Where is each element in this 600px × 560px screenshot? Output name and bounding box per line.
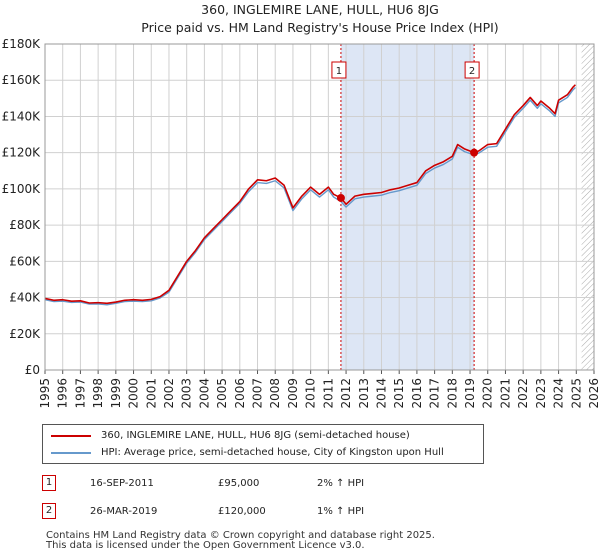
x-tick-label: 2007 (251, 378, 265, 409)
footer: Contains HM Land Registry data © Crown c… (46, 531, 435, 551)
y-tick-label: £40K (9, 291, 41, 305)
sale-label-box (331, 61, 347, 79)
y-tick-label: £100K (2, 182, 42, 196)
x-tick-label: 2026 (587, 378, 600, 409)
x-tick-label: 2022 (516, 378, 530, 409)
x-tick-label: 2024 (552, 378, 566, 409)
transaction-hpi: 2% ↑ HPI (317, 478, 365, 489)
x-tick-label: 2016 (410, 378, 424, 409)
x-tick-label: 1999 (109, 378, 123, 409)
property-price-line (44, 84, 576, 305)
x-tick-label: 2014 (374, 378, 388, 409)
x-tick-label: 2020 (481, 378, 495, 409)
legend-label-property: 360, INGLEMIRE LANE, HULL, HU6 8JG (semi… (101, 430, 410, 441)
sale-label-text: 2 (469, 66, 475, 77)
x-tick-label: 1998 (91, 378, 105, 409)
x-tick-label: 1996 (56, 378, 70, 409)
legend-label-hpi: HPI: Average price, semi-detached house,… (101, 447, 444, 458)
sale-label-box (464, 61, 480, 79)
chart-subtitle: Price paid vs. HM Land Registry's House … (141, 20, 498, 35)
x-tick-label: 2005 (215, 378, 229, 409)
y-tick-label: £160K (2, 73, 42, 87)
x-tick-label: 2006 (233, 378, 247, 409)
x-tick-label: 2023 (534, 378, 548, 409)
y-tick-label: £80K (9, 218, 41, 232)
ownership-shaded-region (340, 44, 475, 370)
x-tick-label: 2021 (498, 378, 512, 409)
y-tick-label: £120K (2, 146, 42, 160)
plot-frame (44, 43, 595, 371)
x-tick-label: 2009 (286, 378, 300, 409)
transaction-price: £95,000 (218, 478, 260, 489)
legend: 360, INGLEMIRE LANE, HULL, HU6 8JG (semi… (42, 424, 484, 464)
y-tick-label: £180K (2, 37, 42, 51)
x-tick-label: 2001 (144, 378, 158, 409)
legend-item-hpi: HPI: Average price, semi-detached house,… (51, 445, 444, 461)
x-tick-label: 2025 (569, 378, 583, 409)
transaction-price: £120,000 (218, 506, 266, 517)
plot-area (45, 44, 594, 370)
transaction-date: 16-SEP-2011 (90, 478, 154, 489)
x-tick-label: 2010 (304, 378, 318, 409)
hpi-line (44, 86, 576, 306)
forecast-hatched-region (581, 44, 594, 370)
x-tick-label: 2012 (339, 378, 353, 409)
x-tick-label: 2008 (268, 378, 282, 409)
x-tick-label: 2004 (197, 378, 211, 409)
x-tick-label: 2017 (428, 378, 442, 409)
footer-line-1: Contains HM Land Registry data © Crown c… (46, 530, 435, 541)
x-tick-label: 2013 (357, 378, 371, 409)
y-tick-label: £60K (9, 254, 41, 268)
x-tick-label: 2015 (392, 378, 406, 409)
sale-point-marker (470, 148, 479, 157)
sale-point-marker (336, 193, 345, 202)
sale-label-text: 1 (336, 66, 342, 77)
price-chart: 360, INGLEMIRE LANE, HULL, HU6 8JG Price… (2, 2, 600, 409)
transaction-badge: 2 (42, 503, 56, 519)
x-tick-label: 2011 (321, 378, 335, 409)
transaction-hpi: 1% ↑ HPI (317, 506, 365, 517)
legend-item-property: 360, INGLEMIRE LANE, HULL, HU6 8JG (semi… (51, 428, 410, 444)
x-tick-label: 2002 (162, 378, 176, 409)
x-tick-label: 1995 (38, 378, 52, 409)
footer-line-2: This data is licensed under the Open Gov… (46, 540, 365, 551)
chart-title: 360, INGLEMIRE LANE, HULL, HU6 8JG (201, 2, 439, 17)
x-tick-label: 2003 (180, 378, 194, 409)
y-tick-label: £140K (2, 109, 42, 123)
y-tick-label: £0 (25, 363, 40, 377)
x-tick-label: 2018 (445, 378, 459, 409)
x-tick-label: 2000 (127, 378, 141, 409)
x-tick-label: 1997 (73, 378, 87, 409)
y-tick-label: £20K (9, 327, 41, 341)
transaction-badge: 1 (42, 475, 56, 491)
legend-swatch-hpi (51, 452, 91, 454)
x-tick-label: 2019 (463, 378, 477, 409)
legend-swatch-property (51, 435, 91, 437)
transaction-date: 26-MAR-2019 (90, 506, 158, 517)
